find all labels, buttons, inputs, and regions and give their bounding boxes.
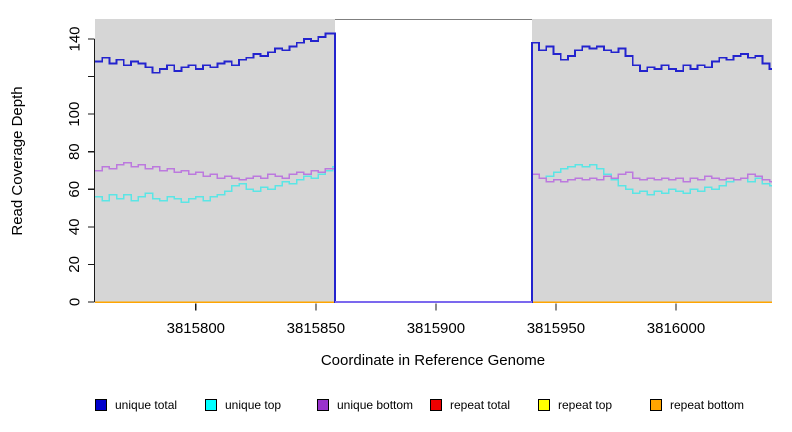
legend-swatch-repeat-total bbox=[430, 399, 442, 411]
x-tick-label: 3816000 bbox=[647, 320, 705, 337]
legend-swatch-repeat-top bbox=[538, 399, 550, 411]
y-tick-label: 60 bbox=[66, 181, 83, 198]
y-tick-label: 0 bbox=[66, 298, 83, 306]
legend-label: unique top bbox=[225, 398, 282, 412]
legend-item-repeat-total: repeat total bbox=[430, 398, 510, 412]
y-tick-label: 20 bbox=[66, 256, 83, 273]
legend-item-repeat-top: repeat top bbox=[538, 398, 612, 412]
x-tick-label: 3815950 bbox=[527, 320, 585, 337]
y-tick-label: 140 bbox=[66, 26, 83, 51]
legend-label: unique bottom bbox=[337, 398, 414, 412]
legend: unique total unique top unique bottom repea… bbox=[0, 398, 792, 414]
y-tick-label: 80 bbox=[66, 143, 83, 160]
legend-swatch-unique-top bbox=[205, 399, 217, 411]
y-tick-label: 40 bbox=[66, 219, 83, 236]
legend-label: repeat top bbox=[558, 398, 613, 412]
y-tick-label: 100 bbox=[66, 102, 83, 127]
legend-label: unique total bbox=[115, 398, 178, 412]
x-tick-label: 3815900 bbox=[407, 320, 465, 337]
legend-swatch-unique-bottom bbox=[317, 399, 329, 411]
legend-label: repeat total bbox=[450, 398, 511, 412]
covered-region bbox=[531, 19, 772, 303]
legend-item-unique-bottom: unique bottom bbox=[317, 398, 413, 412]
legend-label: repeat bottom bbox=[670, 398, 745, 412]
x-tick-label: 3815850 bbox=[287, 320, 345, 337]
legend-item-unique-top: unique top bbox=[205, 398, 281, 412]
y-axis-title: Read Coverage Depth bbox=[9, 86, 26, 236]
x-axis-title: Coordinate in Reference Genome bbox=[320, 352, 546, 369]
legend-item-unique-total: unique total bbox=[95, 398, 177, 412]
legend-swatch-unique-total bbox=[95, 399, 107, 411]
legend-swatch-repeat-bottom bbox=[650, 399, 662, 411]
x-tick-label: 3815800 bbox=[167, 320, 225, 337]
legend-item-repeat-bottom: repeat bottom bbox=[650, 398, 744, 412]
